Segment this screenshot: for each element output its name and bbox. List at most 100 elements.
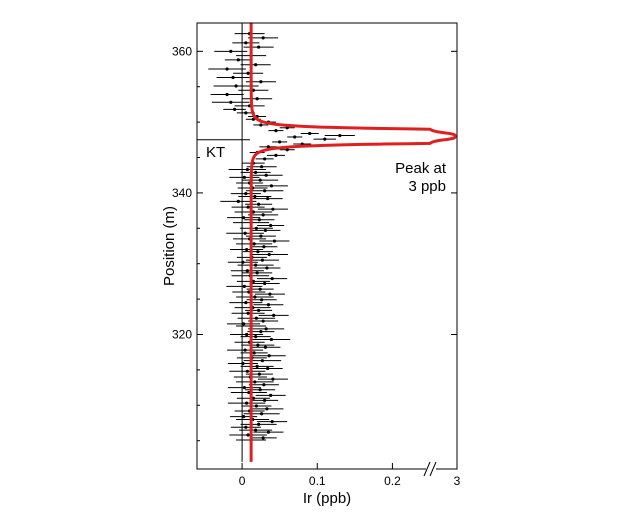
point-marker: [245, 269, 249, 273]
point-marker: [245, 167, 249, 172]
point-marker: [252, 351, 256, 355]
point-marker: [261, 436, 265, 440]
axis-break-mark-2: [429, 461, 437, 477]
point-marker: [245, 401, 249, 405]
point-marker: [264, 327, 268, 331]
data-point: [241, 343, 275, 347]
data-point: [248, 213, 279, 217]
point-marker: [268, 292, 272, 296]
point-marker: [274, 129, 278, 133]
point-marker: [246, 311, 250, 315]
point-marker: [236, 199, 240, 203]
data-point: [255, 157, 274, 161]
data-point: [232, 290, 266, 294]
point-marker: [272, 313, 276, 317]
data-point: [229, 175, 260, 179]
point-marker: [270, 276, 274, 281]
data-point: [214, 49, 248, 53]
data-point: [224, 58, 252, 62]
point-marker: [266, 303, 271, 307]
point-marker: [242, 175, 246, 179]
data-point: [313, 137, 337, 141]
data-point: [234, 32, 265, 36]
point-marker: [285, 148, 289, 152]
point-marker: [257, 45, 261, 49]
point-marker: [257, 202, 261, 206]
data-point: [245, 388, 276, 392]
data-point: [287, 135, 303, 139]
data-point: [324, 133, 355, 138]
data-point: [253, 123, 269, 127]
y-tick-label: 320: [172, 327, 192, 341]
data-point: [236, 295, 274, 299]
point-marker: [271, 377, 275, 381]
data-point: [226, 231, 264, 235]
point-marker: [243, 231, 247, 235]
data-point: [248, 327, 285, 331]
point-marker: [263, 398, 267, 402]
data-point: [255, 393, 286, 397]
data-point: [233, 71, 264, 75]
data-point: [257, 377, 288, 381]
point-marker: [246, 205, 250, 209]
y-axis: 320 340 360: [172, 44, 457, 442]
data-point: [253, 430, 284, 434]
data-point: [229, 433, 267, 437]
data-point: [236, 380, 274, 384]
point-marker: [263, 189, 267, 193]
data-point: [237, 316, 276, 320]
data-point: [240, 335, 271, 339]
point-marker: [259, 123, 263, 127]
data-point: [230, 269, 264, 273]
point-marker: [225, 92, 229, 97]
point-marker: [242, 322, 246, 326]
point-marker: [269, 337, 274, 342]
x-tick-label: 0.2: [384, 474, 401, 488]
data-point: [251, 398, 279, 402]
point-marker: [260, 258, 264, 262]
data-points-layer: [208, 32, 355, 442]
data-point: [248, 36, 279, 40]
point-marker: [266, 145, 271, 149]
data-point: [248, 319, 279, 323]
fit-curve-layer: [249, 23, 457, 462]
point-marker: [232, 107, 237, 111]
data-point: [257, 207, 288, 211]
point-marker: [260, 359, 264, 363]
point-marker: [323, 137, 327, 141]
point-marker: [242, 216, 246, 220]
data-point: [227, 322, 261, 326]
point-marker: [260, 298, 264, 302]
point-marker: [267, 252, 271, 257]
point-marker: [338, 133, 342, 138]
data-point: [268, 129, 284, 133]
data-point: [210, 92, 244, 97]
point-marker: [263, 157, 267, 161]
point-marker: [257, 372, 261, 376]
data-point: [239, 428, 273, 432]
point-marker: [261, 319, 265, 323]
data-point: [242, 271, 273, 275]
point-marker: [255, 271, 259, 275]
point-marker: [262, 245, 266, 249]
peak-annotation-line: 3 ppb: [408, 178, 446, 195]
point-marker: [231, 75, 235, 80]
data-point: [228, 167, 267, 172]
x-tick-label: 0: [239, 474, 246, 488]
point-marker: [265, 407, 269, 411]
data-point: [230, 390, 267, 395]
point-marker: [254, 263, 258, 267]
data-point: [242, 97, 273, 101]
point-marker: [264, 173, 268, 177]
point-marker: [255, 97, 259, 101]
point-marker: [225, 67, 229, 71]
point-marker: [308, 131, 312, 136]
data-point: [236, 181, 264, 185]
data-point: [233, 237, 267, 241]
data-point: [257, 419, 288, 424]
data-point: [234, 409, 265, 413]
point-marker: [257, 308, 261, 313]
data-point: [230, 192, 261, 196]
point-marker: [262, 383, 266, 387]
data-point: [249, 436, 277, 440]
